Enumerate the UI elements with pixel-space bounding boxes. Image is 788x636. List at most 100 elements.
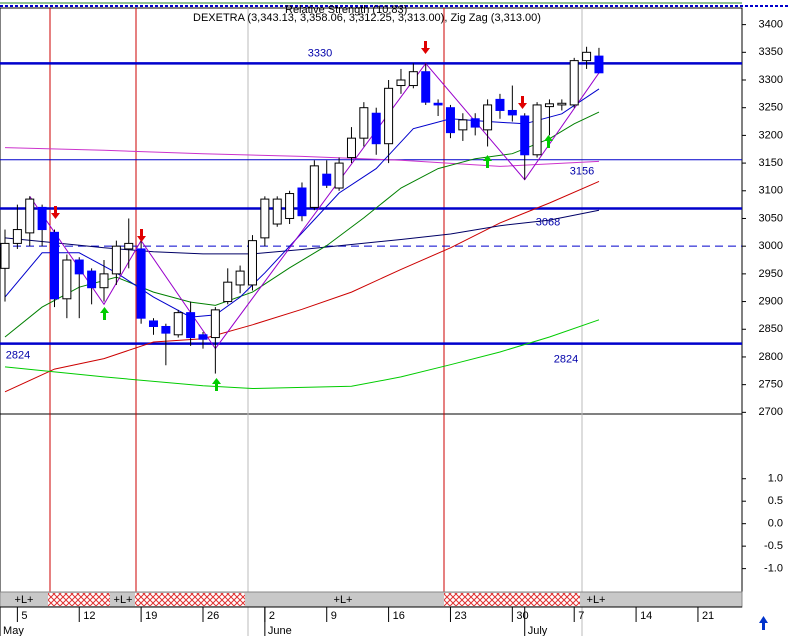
month-label: July: [528, 625, 548, 636]
y-tick-label: 2800: [759, 351, 783, 363]
candle-body: [384, 87, 394, 145]
y-tick-label: 3300: [759, 74, 783, 86]
y-tick-label: 3150: [759, 157, 783, 169]
candle-body: [260, 198, 270, 239]
candle-body: [25, 198, 35, 234]
candle-body: [359, 107, 369, 139]
x-tick-label: 19: [145, 610, 157, 622]
candle-body: [161, 325, 171, 334]
sell-arrow: [137, 229, 146, 242]
level-label: 3156: [570, 166, 594, 178]
y-tick-label: 0.0: [768, 518, 783, 530]
candle-body: [74, 259, 84, 275]
candle-body: [124, 242, 134, 250]
buy-arrow: [544, 135, 553, 148]
candle-body: [111, 245, 121, 275]
y-tick-label: -0.5: [764, 540, 783, 552]
candle-body: [136, 248, 146, 319]
y-tick-label: 3250: [759, 102, 783, 114]
buy-arrow: [212, 378, 221, 391]
candle-body: [0, 242, 10, 269]
candle-body: [483, 104, 493, 131]
candle-body: [557, 102, 567, 106]
strip-hatch: [444, 593, 580, 606]
candle-body: [520, 115, 530, 156]
ma-line: [4, 111, 600, 338]
candle-body: [62, 259, 72, 300]
y-tick-label: 3050: [759, 212, 783, 224]
candle-body: [322, 173, 332, 186]
x-tick-label: 14: [640, 610, 652, 622]
candle-body: [445, 107, 455, 134]
scroll-arrow[interactable]: [759, 616, 768, 630]
candle-body: [532, 104, 542, 156]
strip-hatch: [135, 593, 245, 606]
x-tick-label: 2: [269, 610, 275, 622]
month-label: May: [3, 625, 24, 636]
candle-body: [49, 231, 59, 300]
x-tick-label: 9: [331, 610, 337, 622]
strip-hatch: [48, 593, 110, 606]
y-tick-label: 2900: [759, 295, 783, 307]
sell-arrow: [51, 206, 60, 219]
subtitle: Relative Strength (10.83): [285, 4, 407, 16]
candle-body: [12, 229, 22, 244]
candle-body: [198, 334, 208, 340]
buy-arrow: [100, 307, 109, 320]
candle-body: [247, 240, 257, 286]
x-tick-label: 7: [578, 610, 584, 622]
strip-label: +L+: [15, 594, 34, 606]
month-label: June: [268, 625, 292, 636]
y-tick-label: 3200: [759, 129, 783, 141]
x-tick-label: 5: [21, 610, 27, 622]
y-tick-label: 0.5: [768, 495, 783, 507]
level-label: 3330: [308, 47, 332, 59]
candle-body: [421, 71, 431, 103]
y-tick-label: 3000: [759, 240, 783, 252]
strip-label: +L+: [334, 594, 353, 606]
candle-body: [285, 193, 295, 219]
x-tick-label: 21: [702, 610, 714, 622]
sell-arrow: [421, 41, 430, 54]
candle-body: [173, 312, 183, 336]
buy-arrow: [483, 155, 492, 168]
signals: [51, 41, 768, 630]
candle-body: [148, 320, 158, 327]
candle-body: [408, 71, 418, 87]
y-tick-label: -1.0: [764, 563, 783, 575]
candle-body: [87, 270, 97, 289]
ma-line: [4, 209, 600, 255]
candle-body: [309, 165, 319, 208]
candle-body: [507, 109, 517, 116]
separators: [49, 8, 583, 636]
y-tick-label: 1.0: [768, 473, 783, 485]
candle-body: [582, 51, 592, 62]
sell-arrow: [518, 96, 527, 109]
candle-body: [433, 102, 443, 106]
candle-body: [495, 98, 505, 111]
strip-label: +L+: [587, 594, 606, 606]
candle-body: [371, 112, 381, 145]
candle-body: [396, 79, 406, 87]
y-tick-label: 3100: [759, 185, 783, 197]
candle-body: [272, 198, 282, 225]
y-tick-label: 2950: [759, 268, 783, 280]
x-tick-label: 23: [454, 610, 466, 622]
level-label: 2824: [554, 354, 578, 366]
candle-body: [297, 187, 307, 217]
candle-body: [544, 103, 554, 108]
candle-body: [458, 119, 468, 131]
level-label: 2824: [6, 350, 30, 362]
y-tick-label: 3350: [759, 46, 783, 58]
candle-body: [470, 118, 480, 128]
candle-body: [235, 270, 245, 286]
y-tick-label: 3400: [759, 19, 783, 31]
candle-body: [99, 273, 109, 289]
y-tick-label: 2750: [759, 379, 783, 391]
candle-body: [37, 206, 47, 231]
strip: [0, 591, 743, 608]
y-tick-label: 2700: [759, 406, 783, 418]
ma-line: [4, 88, 600, 318]
